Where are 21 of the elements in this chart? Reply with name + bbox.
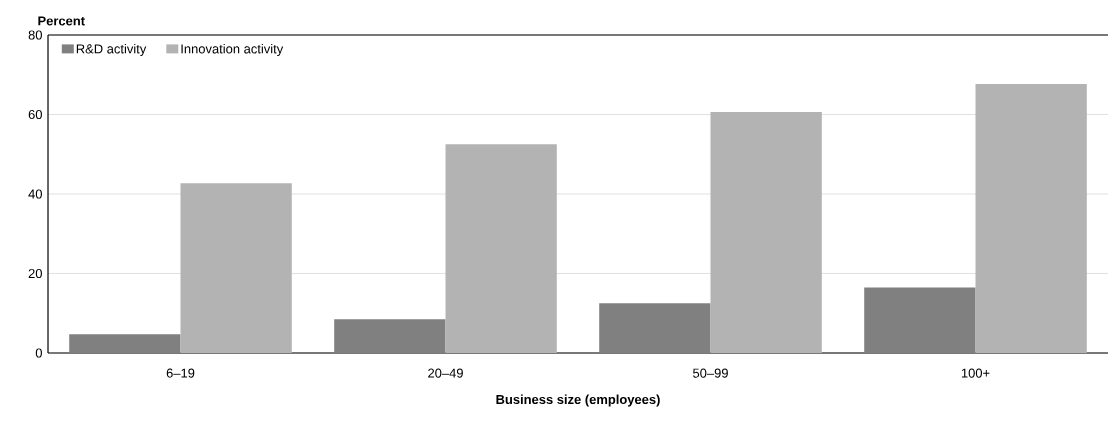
y-tick-label: 40 (28, 189, 42, 199)
bar (975, 83, 1087, 353)
y-axis-title: Percent (38, 16, 85, 26)
y-tick-label: 20 (28, 268, 42, 279)
bar (180, 183, 292, 353)
bar (334, 319, 446, 353)
bar (864, 287, 976, 353)
bar (445, 144, 557, 353)
y-tick-label: 0 (35, 348, 42, 358)
bar (69, 334, 181, 353)
x-tick-label: 20–49 (428, 368, 463, 378)
y-tick-label: 60 (28, 109, 42, 120)
x-tick-label: 100+ (961, 368, 990, 378)
bar (599, 303, 711, 353)
bar (710, 112, 822, 353)
x-tick-label: 6–19 (166, 368, 195, 378)
legend-label: R&D activity (76, 43, 147, 57)
y-tick-label: 80 (28, 30, 42, 40)
x-tick-label: 50–99 (693, 368, 728, 378)
legend-label: Innovation activity (181, 43, 284, 57)
x-axis-title: Business size (employees) (496, 394, 660, 407)
